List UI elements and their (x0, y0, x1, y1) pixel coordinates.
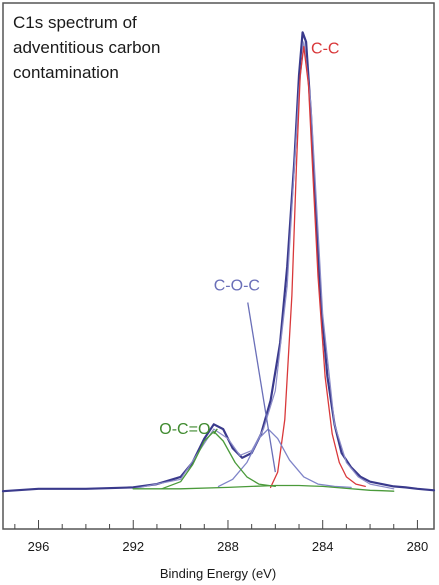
x-axis-tick-labels: 296 292 288 284 280 (28, 539, 429, 554)
annotation-labels: C-C C-O-C O-C=O (159, 40, 339, 438)
tick-label-296: 296 (28, 539, 50, 554)
x-axis-ticks (14, 520, 418, 529)
annotation-leaders (213, 302, 276, 473)
tick-label-280: 280 (407, 539, 429, 554)
annotation-label-c-c: C-C (311, 40, 339, 57)
series-fit-envelope-line (132, 41, 395, 490)
series-component-C-C-line (269, 46, 366, 489)
series-baseline-line (132, 484, 395, 492)
chart-title-line-1: C1s spectrum of (13, 13, 137, 32)
series-component-C-O-C-line (217, 428, 352, 489)
annotation-leader-c-o-c (247, 302, 276, 473)
annotation-label-c-o-c: C-O-C (214, 277, 260, 294)
tick-label-288: 288 (217, 539, 239, 554)
chart-title-line-2: adventitious carbon (13, 38, 160, 57)
plot-frame (2, 2, 435, 530)
annotation-leader-o-c-o (213, 428, 218, 435)
annotation-label-o-c-o: O-C=O (159, 421, 210, 438)
chart-title-line-3: contamination (13, 63, 119, 82)
chart-title: C1s spectrum of adventitious carbon cont… (13, 13, 160, 82)
x-axis-label: Binding Energy (eV) (160, 566, 276, 581)
series-layer (1, 31, 436, 493)
tick-label-284: 284 (312, 539, 334, 554)
tick-label-292: 292 (122, 539, 144, 554)
series-component-O-C=O-line (161, 430, 276, 490)
